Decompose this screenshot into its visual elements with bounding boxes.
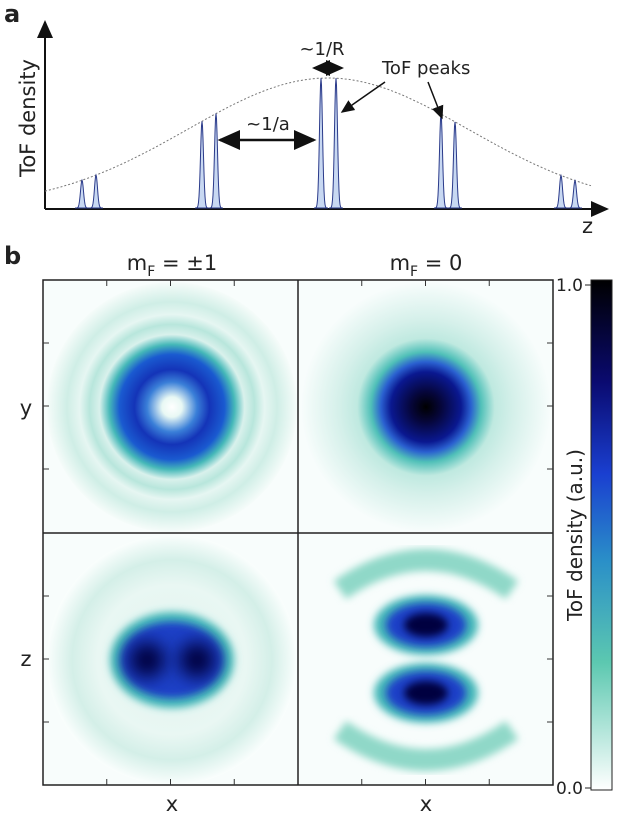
colorbar bbox=[590, 279, 613, 791]
ticks bbox=[43, 280, 553, 785]
colorbar-tick-label: 1.0 bbox=[556, 276, 583, 296]
peak bbox=[195, 121, 209, 209]
peak bbox=[329, 78, 343, 209]
density-image bbox=[298, 533, 553, 785]
density-image bbox=[43, 280, 298, 533]
x-label: x bbox=[166, 792, 178, 816]
arrow bbox=[427, 81, 444, 120]
envelope bbox=[44, 77, 592, 192]
panel-label: a bbox=[4, 0, 20, 28]
annotation: ~1/a bbox=[246, 114, 290, 135]
row-label: y bbox=[20, 396, 32, 420]
peak bbox=[314, 78, 328, 209]
peak bbox=[209, 113, 223, 209]
peak bbox=[554, 173, 568, 209]
peak bbox=[434, 114, 448, 209]
x-label: x bbox=[420, 792, 432, 816]
peak bbox=[89, 173, 103, 209]
density-image bbox=[43, 533, 298, 785]
column-title: mF = ±1 bbox=[127, 251, 217, 280]
annotation: ~1/R bbox=[299, 39, 344, 60]
column-title: mF = 0 bbox=[390, 251, 463, 280]
colorbar-label: ToF density (a.u.) bbox=[563, 449, 587, 622]
peak bbox=[75, 178, 89, 209]
density-image bbox=[298, 280, 553, 533]
panel-label: b bbox=[4, 242, 21, 270]
peak bbox=[568, 179, 582, 209]
y-axis-label: ToF density bbox=[16, 59, 40, 178]
arrow bbox=[340, 81, 386, 113]
row-label: z bbox=[20, 647, 31, 671]
annotation: ToF peaks bbox=[381, 58, 470, 79]
peak bbox=[448, 121, 462, 209]
colorbar-tick-label: 0.0 bbox=[556, 779, 583, 799]
colorbar-ticks: 0.0 1.0 bbox=[556, 276, 591, 799]
peaks bbox=[75, 78, 582, 209]
x-axis-label: z bbox=[582, 214, 593, 238]
